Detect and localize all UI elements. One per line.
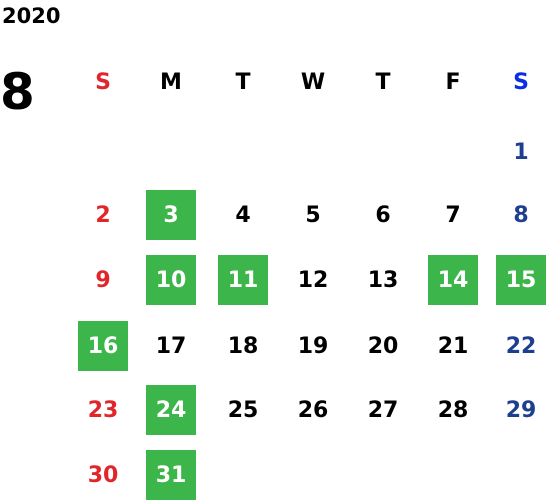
day[interactable]: 18 <box>227 333 259 359</box>
day[interactable]: 29 <box>505 397 537 423</box>
day-marked[interactable]: 10 <box>146 255 196 305</box>
day-marked[interactable]: 15 <box>496 255 546 305</box>
weekday-header: S <box>513 69 529 95</box>
day[interactable]: 20 <box>367 333 399 359</box>
day[interactable]: 7 <box>445 202 461 228</box>
day[interactable]: 21 <box>437 333 469 359</box>
day[interactable]: 1 <box>513 139 529 165</box>
weekday-header: T <box>375 69 391 95</box>
weekday-header: S <box>95 69 111 95</box>
day-marked[interactable]: 16 <box>78 321 128 371</box>
day[interactable]: 13 <box>367 267 399 293</box>
day-marked[interactable]: 31 <box>146 450 196 500</box>
day-marked[interactable]: 24 <box>146 385 196 435</box>
day[interactable]: 4 <box>235 202 251 228</box>
day-marked[interactable]: 14 <box>428 255 478 305</box>
day[interactable]: 2 <box>95 202 111 228</box>
day[interactable]: 17 <box>155 333 187 359</box>
weekday-header: W <box>300 69 326 95</box>
weekday-header: M <box>160 69 182 95</box>
day[interactable]: 22 <box>505 333 537 359</box>
day[interactable]: 23 <box>87 397 119 423</box>
month: 8 <box>0 63 35 121</box>
day[interactable]: 25 <box>227 397 259 423</box>
day[interactable]: 6 <box>375 202 391 228</box>
day[interactable]: 8 <box>513 202 529 228</box>
day-marked[interactable]: 11 <box>218 255 268 305</box>
day[interactable]: 12 <box>297 267 329 293</box>
day[interactable]: 5 <box>305 202 321 228</box>
day[interactable]: 30 <box>87 462 119 488</box>
day[interactable]: 26 <box>297 397 329 423</box>
day[interactable]: 9 <box>95 267 111 293</box>
weekday-header: T <box>235 69 251 95</box>
year: 2020 <box>2 4 61 28</box>
weekday-header: F <box>445 69 461 95</box>
day[interactable]: 19 <box>297 333 329 359</box>
day-marked[interactable]: 3 <box>146 190 196 240</box>
day[interactable]: 27 <box>367 397 399 423</box>
day[interactable]: 28 <box>437 397 469 423</box>
